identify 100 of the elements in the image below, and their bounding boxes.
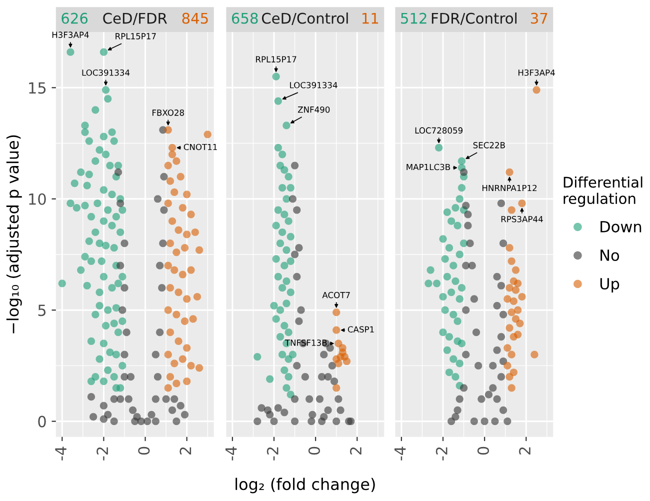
y-tick-label: 0 <box>38 416 46 428</box>
x-tick-label: 0 <box>138 446 150 455</box>
point <box>270 418 278 426</box>
point <box>172 418 180 426</box>
point <box>284 217 292 225</box>
point <box>272 315 280 323</box>
point <box>254 418 262 426</box>
point <box>187 362 195 370</box>
point <box>126 373 135 381</box>
point <box>301 373 309 381</box>
point <box>152 395 160 403</box>
point <box>464 210 472 218</box>
point <box>110 395 118 403</box>
point <box>512 266 520 274</box>
point <box>286 257 294 265</box>
point <box>464 222 472 230</box>
point <box>489 362 497 370</box>
point <box>514 330 522 338</box>
point <box>282 277 290 285</box>
point <box>254 352 262 361</box>
point <box>172 310 180 318</box>
point <box>462 262 470 270</box>
point <box>286 288 294 296</box>
legend-label: Down <box>600 221 642 232</box>
point <box>320 350 328 358</box>
point <box>452 204 460 212</box>
point <box>174 337 182 346</box>
y-tick-label: 5 <box>38 304 46 316</box>
point <box>276 332 284 341</box>
point <box>330 377 338 386</box>
point <box>274 97 282 105</box>
x-tick-label: -4 <box>55 446 66 460</box>
point <box>118 306 126 314</box>
point <box>176 172 184 180</box>
annotation: H3F3AP4 <box>52 32 89 38</box>
point <box>180 317 189 326</box>
point <box>160 206 168 214</box>
point <box>178 355 186 363</box>
point <box>288 195 297 203</box>
x-tick-label: -4 <box>394 446 406 460</box>
point <box>450 310 458 318</box>
point <box>172 380 180 388</box>
point <box>493 272 501 281</box>
point <box>316 395 324 403</box>
point <box>100 402 108 410</box>
point <box>152 350 160 358</box>
point <box>191 228 199 236</box>
point <box>458 284 466 292</box>
x-tick-label: 2 <box>180 447 192 454</box>
point <box>282 384 290 392</box>
point <box>530 350 538 358</box>
point <box>166 240 174 248</box>
point <box>187 266 195 274</box>
point <box>284 172 292 180</box>
point <box>297 306 305 314</box>
point <box>266 375 274 383</box>
point <box>282 246 290 254</box>
point <box>439 235 447 243</box>
point <box>144 418 152 426</box>
point <box>448 288 456 296</box>
point <box>510 297 518 305</box>
point <box>462 202 470 210</box>
point <box>508 206 516 214</box>
point <box>172 157 180 165</box>
point <box>506 168 514 176</box>
point <box>178 204 186 212</box>
point <box>120 350 128 358</box>
point <box>164 162 172 170</box>
point <box>508 257 516 265</box>
point <box>154 373 162 381</box>
point <box>468 262 476 270</box>
point <box>458 157 466 165</box>
point <box>148 410 156 418</box>
annotation: FBXO28 <box>152 110 184 116</box>
point <box>290 418 299 426</box>
point <box>183 230 191 238</box>
x-tick-label: 0 <box>308 446 320 455</box>
point <box>276 240 284 248</box>
point <box>104 410 112 418</box>
annotation: SEC22B <box>473 142 505 148</box>
point <box>168 217 176 225</box>
point <box>454 222 462 230</box>
point <box>174 226 182 234</box>
point <box>318 373 326 381</box>
point <box>274 272 282 281</box>
point <box>180 410 189 418</box>
point <box>470 295 478 303</box>
annotation: LOC391334 <box>290 82 338 88</box>
annotation: ZNF490 <box>298 106 330 113</box>
point <box>489 384 497 392</box>
point <box>183 190 191 198</box>
point <box>499 240 508 248</box>
point <box>462 350 470 358</box>
point <box>158 284 166 292</box>
point <box>466 240 474 248</box>
point <box>506 244 514 252</box>
point <box>284 373 292 381</box>
point <box>450 262 458 270</box>
point <box>499 310 508 318</box>
point <box>332 384 340 392</box>
